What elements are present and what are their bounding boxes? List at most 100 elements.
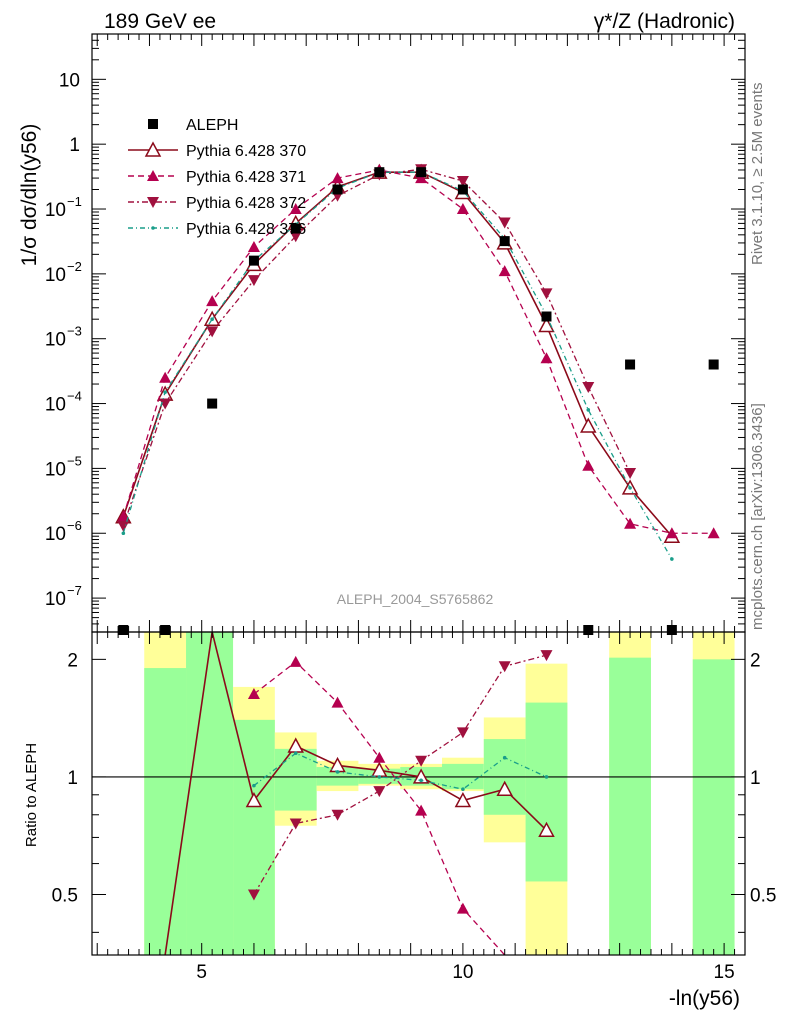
ratio-1-point-0 bbox=[247, 688, 260, 700]
ratio-1-point-2 bbox=[331, 696, 344, 708]
ratio-line-2 bbox=[253, 654, 547, 895]
ratio-line-0 bbox=[164, 631, 548, 956]
series-1-point-12 bbox=[624, 517, 637, 529]
x-axis-label: -ln(y56) bbox=[669, 987, 740, 1010]
series-1-point-3 bbox=[247, 240, 260, 252]
ratio-2-point-0 bbox=[247, 889, 260, 901]
series-2-point-4 bbox=[289, 231, 302, 243]
ratio-band-green-10 bbox=[609, 657, 651, 955]
series-2-point-9 bbox=[498, 217, 511, 229]
ratio-1-point-1 bbox=[289, 655, 302, 667]
ratio-0-point-8 bbox=[496, 780, 513, 796]
ratio-3-point-6 bbox=[502, 755, 507, 760]
ratio-3-point-2 bbox=[335, 770, 340, 774]
y-tick-label-4: 10 bbox=[45, 330, 66, 351]
ratio-3-point-7 bbox=[544, 775, 549, 779]
ratio-plot bbox=[92, 631, 745, 956]
series-1-point-0 bbox=[117, 510, 130, 522]
y-axis-label-ratio: Ratio to ALEPH bbox=[23, 743, 40, 847]
y-axis-label-main: 1/σ dσ/dln(y56) bbox=[18, 124, 41, 267]
ratio-3-point-5 bbox=[461, 787, 465, 792]
series-1-point-2 bbox=[206, 295, 219, 307]
mcplots-label: mcplots.cern.ch [arXiv:1306.3436] bbox=[749, 403, 766, 630]
series-2-point-12 bbox=[624, 467, 637, 479]
ratio-1-point-5 bbox=[456, 902, 469, 914]
series-1-point-5 bbox=[331, 172, 344, 184]
series-1-point-9 bbox=[498, 265, 511, 277]
main-plot bbox=[115, 163, 720, 635]
series-line-1 bbox=[122, 169, 714, 534]
y-tick-label-0: 10 bbox=[45, 589, 66, 610]
x-tick-label-1: 10 bbox=[452, 962, 473, 983]
legend-label-3: Pythia 6.428 376 bbox=[186, 221, 306, 238]
legend-label-0: Pythia 6.428 370 bbox=[186, 143, 306, 160]
ratio-y-tick-label-right-2: 2 bbox=[750, 650, 761, 671]
series-2-point-1 bbox=[159, 398, 172, 410]
ratio-band-green-0 bbox=[144, 668, 187, 955]
series-2-point-8 bbox=[456, 176, 469, 188]
aleph-point-3 bbox=[248, 255, 259, 266]
y-tick-exponent-2: −5 bbox=[67, 453, 82, 468]
series-2-point-11 bbox=[582, 382, 595, 394]
ratio-0-point-6 bbox=[412, 768, 430, 784]
aleph-point-8 bbox=[457, 184, 468, 195]
legend-label-data: ALEPH bbox=[186, 117, 238, 134]
ratio-2-point-2 bbox=[331, 809, 344, 821]
series-3-point-12 bbox=[628, 486, 632, 490]
legend-marker-data bbox=[148, 119, 158, 129]
ratio-3-point-1 bbox=[293, 751, 298, 756]
y-tick-exponent-1: −6 bbox=[67, 518, 82, 533]
aleph-point-9 bbox=[499, 236, 510, 247]
y-tick-label-3: 10 bbox=[45, 395, 66, 416]
ratio-1-point-3 bbox=[373, 751, 386, 763]
series-1-point-1 bbox=[159, 371, 172, 383]
aleph-point-0 bbox=[118, 625, 129, 635]
ratio-y-tick-label-right-1: 1 bbox=[750, 768, 761, 789]
y-tick-label-7: 1 bbox=[69, 135, 80, 156]
ratio-band-green-11 bbox=[692, 659, 735, 955]
ratio-2-point-1 bbox=[289, 818, 302, 830]
series-line-3 bbox=[122, 171, 673, 560]
ratio-band-green-9 bbox=[525, 702, 568, 882]
series-3-point-13 bbox=[670, 557, 674, 561]
ratio-1-point-4 bbox=[415, 804, 428, 816]
y-tick-label-6: 10 bbox=[45, 200, 66, 221]
legend-marker-1 bbox=[147, 170, 159, 181]
ratio-3-point-4 bbox=[419, 778, 423, 783]
ratio-y-tick-label-left-2: 2 bbox=[67, 650, 78, 671]
y-tick-label-1: 10 bbox=[45, 524, 66, 545]
ratio-2-point-3 bbox=[373, 786, 386, 798]
ratio-y-tick-label-right-0: 0.5 bbox=[750, 886, 776, 907]
series-2-point-2 bbox=[206, 326, 219, 338]
x-tick-label-0: 5 bbox=[196, 962, 207, 983]
header-left: 189 GeV ee bbox=[104, 10, 216, 33]
series-3-point-11 bbox=[586, 408, 591, 412]
series-2-point-0 bbox=[117, 520, 130, 532]
ratio-2-point-4 bbox=[415, 755, 428, 767]
y-tick-label-8: 10 bbox=[59, 70, 80, 91]
series-2-point-10 bbox=[540, 288, 553, 300]
aleph-point-6 bbox=[374, 167, 385, 178]
ratio-band-green-1 bbox=[186, 632, 234, 955]
aleph-point-7 bbox=[416, 167, 427, 178]
aleph-point-1 bbox=[160, 625, 171, 635]
series-3-point-2 bbox=[210, 317, 214, 321]
ratio-band-green-2 bbox=[233, 719, 275, 955]
aleph-point-4 bbox=[290, 223, 301, 234]
aleph-point-12 bbox=[625, 359, 636, 370]
aleph-point-14 bbox=[708, 359, 719, 370]
legend-marker-2 bbox=[147, 197, 159, 208]
ratio-bands bbox=[144, 632, 735, 955]
y-tick-label-2: 10 bbox=[45, 459, 66, 480]
series-0-point-10 bbox=[538, 316, 555, 333]
legend-label-2: Pythia 6.428 372 bbox=[186, 195, 306, 212]
aleph-point-10 bbox=[541, 311, 552, 322]
y-tick-exponent-5: −2 bbox=[67, 259, 82, 274]
series-1-point-8 bbox=[456, 203, 469, 215]
series-2-point-3 bbox=[247, 275, 260, 287]
legend-marker-0 bbox=[144, 141, 162, 157]
series-3-point-0 bbox=[121, 531, 126, 536]
ratio-y-tick-label-left-0: 0.5 bbox=[52, 886, 78, 907]
